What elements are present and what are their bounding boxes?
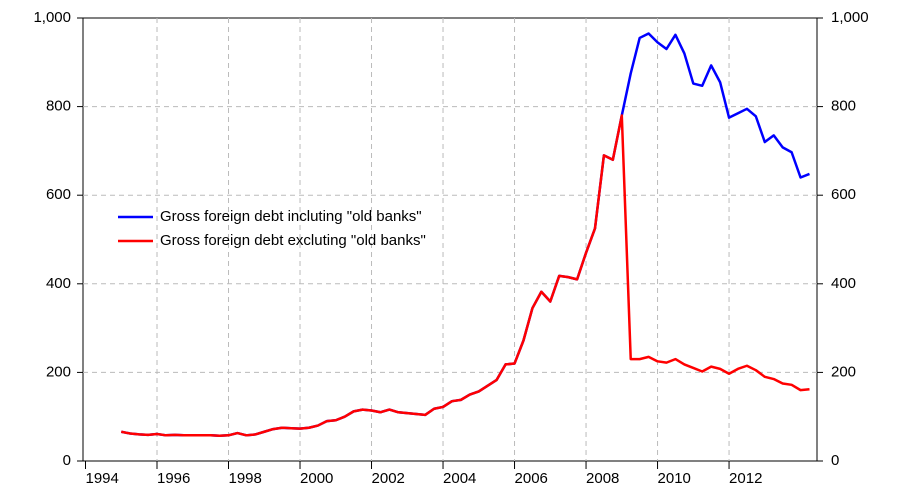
y2-tick-label: 200	[831, 363, 856, 380]
plot-frame	[82, 17, 818, 462]
x-tick-label: 2010	[658, 470, 691, 487]
y2-tick-label: 400	[831, 275, 856, 292]
y-tick-label: 800	[46, 98, 71, 115]
y2-tick-label: 800	[831, 98, 856, 115]
x-tick-label: 2002	[372, 470, 405, 487]
x-tick-label: 2012	[729, 470, 762, 487]
y-tick-label: 1,000	[33, 9, 71, 26]
y2-tick-label: 0	[831, 452, 839, 469]
legend-label: Gross foreign debt excluting "old banks"	[160, 232, 426, 249]
x-tick-label: 2000	[300, 470, 333, 487]
y-tick-label: 600	[46, 186, 71, 203]
y2-tick-label: 1,000	[831, 9, 869, 26]
y2-tick-label: 600	[831, 186, 856, 203]
x-tick-label: 2006	[515, 470, 548, 487]
x-tick-label: 1996	[157, 470, 190, 487]
y-tick-label: 0	[63, 452, 71, 469]
x-tick-label: 2004	[443, 470, 476, 487]
series-line	[121, 114, 810, 437]
y-tick-label: 400	[46, 275, 71, 292]
x-tick-label: 1998	[229, 470, 262, 487]
x-tick-label: 2008	[586, 470, 619, 487]
legend-label: Gross foreign debt incluting "old banks"	[160, 208, 422, 225]
x-tick-label: 1994	[86, 470, 119, 487]
y-tick-label: 200	[46, 363, 71, 380]
